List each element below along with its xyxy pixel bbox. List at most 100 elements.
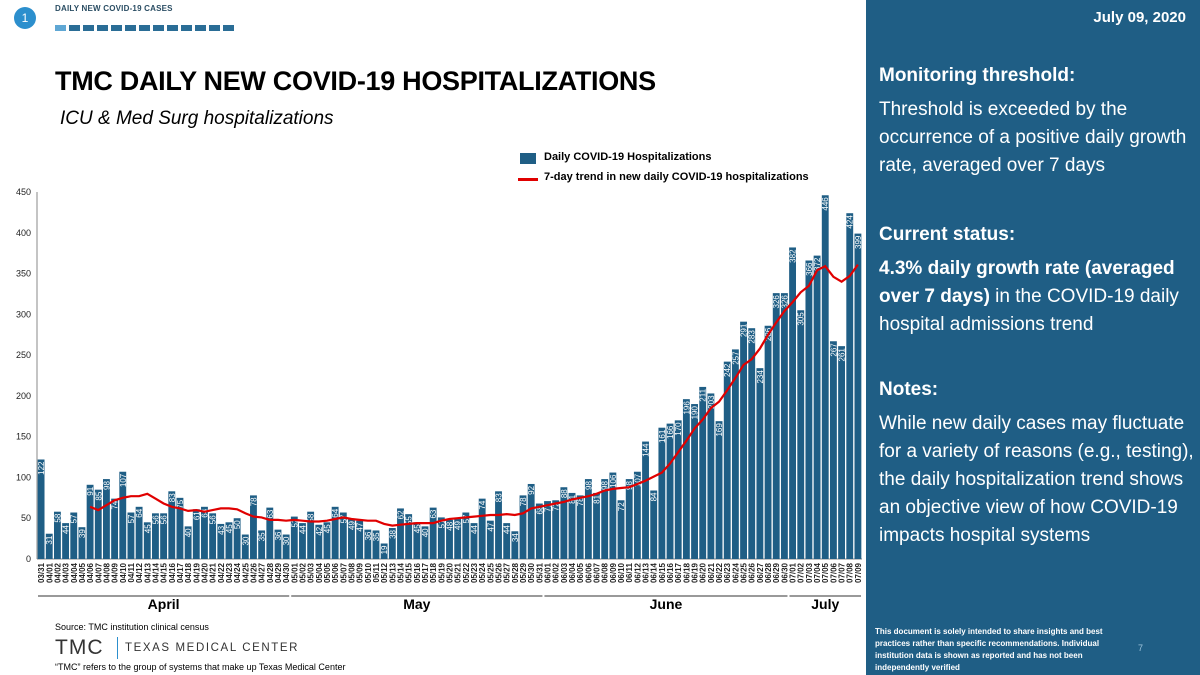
bar: [593, 492, 600, 559]
source-note: Source: TMC institution clinical census: [55, 622, 209, 632]
bar: [258, 530, 266, 559]
bar-value-label: 366: [805, 262, 814, 276]
logo-mark: TMC: [55, 636, 104, 659]
bar-value-label: 107: [633, 473, 642, 487]
bar: [838, 346, 846, 559]
x-tick-label: 05/22: [462, 562, 471, 583]
bar: [642, 441, 649, 559]
status-text: 4.3% daily growth rate (averaged over 7 …: [879, 255, 1194, 339]
bar-value-label: 45: [225, 524, 234, 533]
bar: [699, 386, 707, 559]
x-tick-label: 05/10: [364, 562, 373, 583]
bar: [184, 526, 192, 559]
x-tick-label: 06/03: [560, 562, 569, 583]
x-tick-label: 04/13: [143, 562, 152, 583]
y-tick-label: 150: [16, 432, 31, 442]
bar: [503, 523, 511, 559]
bar-value-label: 424: [846, 215, 855, 229]
bar-value-label: 399: [854, 235, 863, 249]
bar: [764, 325, 772, 559]
bar-value-label: 98: [584, 481, 593, 490]
bar: [805, 260, 813, 559]
bar: [731, 349, 739, 559]
logo-divider: [117, 637, 118, 659]
bar-value-label: 144: [642, 443, 651, 457]
section-badge: 1: [14, 7, 36, 29]
bar: [250, 495, 257, 559]
bar-value-label: 267: [829, 343, 838, 357]
x-tick-label: 05/08: [347, 562, 356, 583]
bar-value-label: 56: [209, 515, 218, 524]
x-tick-label: 06/18: [682, 562, 691, 583]
bar-value-label: 242: [723, 363, 732, 377]
x-tick-label: 05/27: [503, 562, 512, 583]
bar-value-label: 57: [70, 514, 79, 523]
bar: [576, 495, 584, 559]
bar-value-label: 78: [576, 497, 585, 506]
bar-value-label: 211: [699, 388, 708, 401]
month-label: July: [811, 596, 839, 612]
bar-value-label: 98: [601, 481, 610, 490]
bar: [192, 509, 200, 559]
bar: [94, 489, 102, 559]
x-tick-label: 04/03: [62, 562, 71, 583]
bar-value-label: 305: [797, 312, 806, 326]
bar: [176, 497, 184, 559]
bar: [299, 523, 306, 559]
bar: [119, 471, 127, 559]
bar-value-label: 47: [356, 522, 365, 531]
bar-value-label: 39: [78, 529, 87, 538]
bar-value-label: 56: [151, 515, 160, 524]
y-tick-label: 50: [21, 513, 31, 523]
bar-value-label: 44: [62, 525, 71, 534]
page-subtitle: ICU & Med Surg hospitalizations: [60, 108, 334, 129]
x-tick-label: 06/13: [642, 562, 651, 583]
bar: [315, 524, 323, 559]
bar: [470, 523, 478, 559]
y-tick-label: 350: [16, 269, 31, 279]
legend-swatch-bars: [520, 153, 536, 164]
month-label: June: [650, 596, 683, 612]
x-tick-label: 04/10: [119, 562, 128, 583]
bar-value-label: 45: [143, 524, 152, 533]
bar: [225, 522, 233, 559]
bar: [339, 512, 347, 559]
x-tick-label: 05/29: [519, 562, 528, 583]
x-tick-label: 07/07: [838, 562, 847, 583]
x-tick-label: 05/03: [307, 562, 316, 583]
x-tick-label: 05/30: [527, 562, 536, 583]
bar: [274, 529, 282, 559]
bar: [135, 506, 143, 559]
bar-value-label: 71: [544, 503, 553, 512]
x-tick-label: 06/24: [731, 562, 740, 583]
bar-value-label: 291: [740, 323, 749, 337]
bar-value-label: 55: [405, 516, 414, 525]
disclaimer: This document is solely intended to shar…: [875, 627, 1103, 672]
x-tick-label: 04/05: [78, 562, 87, 583]
bar-value-label: 40: [184, 528, 193, 537]
y-tick-label: 250: [16, 350, 31, 360]
x-tick-label: 07/01: [789, 562, 798, 583]
bar: [666, 423, 674, 559]
x-tick-label: 05/02: [298, 562, 307, 583]
status-heading: Current status:: [879, 224, 1016, 245]
bar: [413, 522, 421, 559]
x-tick-label: 04/12: [135, 562, 144, 583]
x-tick-label: 05/18: [429, 562, 438, 583]
bar: [519, 495, 527, 559]
bar: [854, 233, 862, 560]
bar-value-label: 45: [323, 524, 332, 533]
bar-value-label: 42: [315, 526, 324, 535]
bar-value-label: 326: [780, 295, 789, 309]
bar-value-label: 92: [527, 485, 536, 494]
x-tick-label: 06/15: [658, 562, 667, 583]
bar: [111, 498, 119, 559]
bar-value-label: 78: [519, 497, 528, 506]
x-tick-label: 04/23: [225, 562, 234, 583]
bar: [45, 533, 53, 559]
bar-value-label: 107: [119, 473, 128, 487]
x-tick-label: 06/09: [609, 562, 618, 583]
x-tick-label: 06/14: [650, 562, 659, 583]
bar-value-label: 326: [772, 295, 781, 309]
bar: [797, 310, 805, 559]
